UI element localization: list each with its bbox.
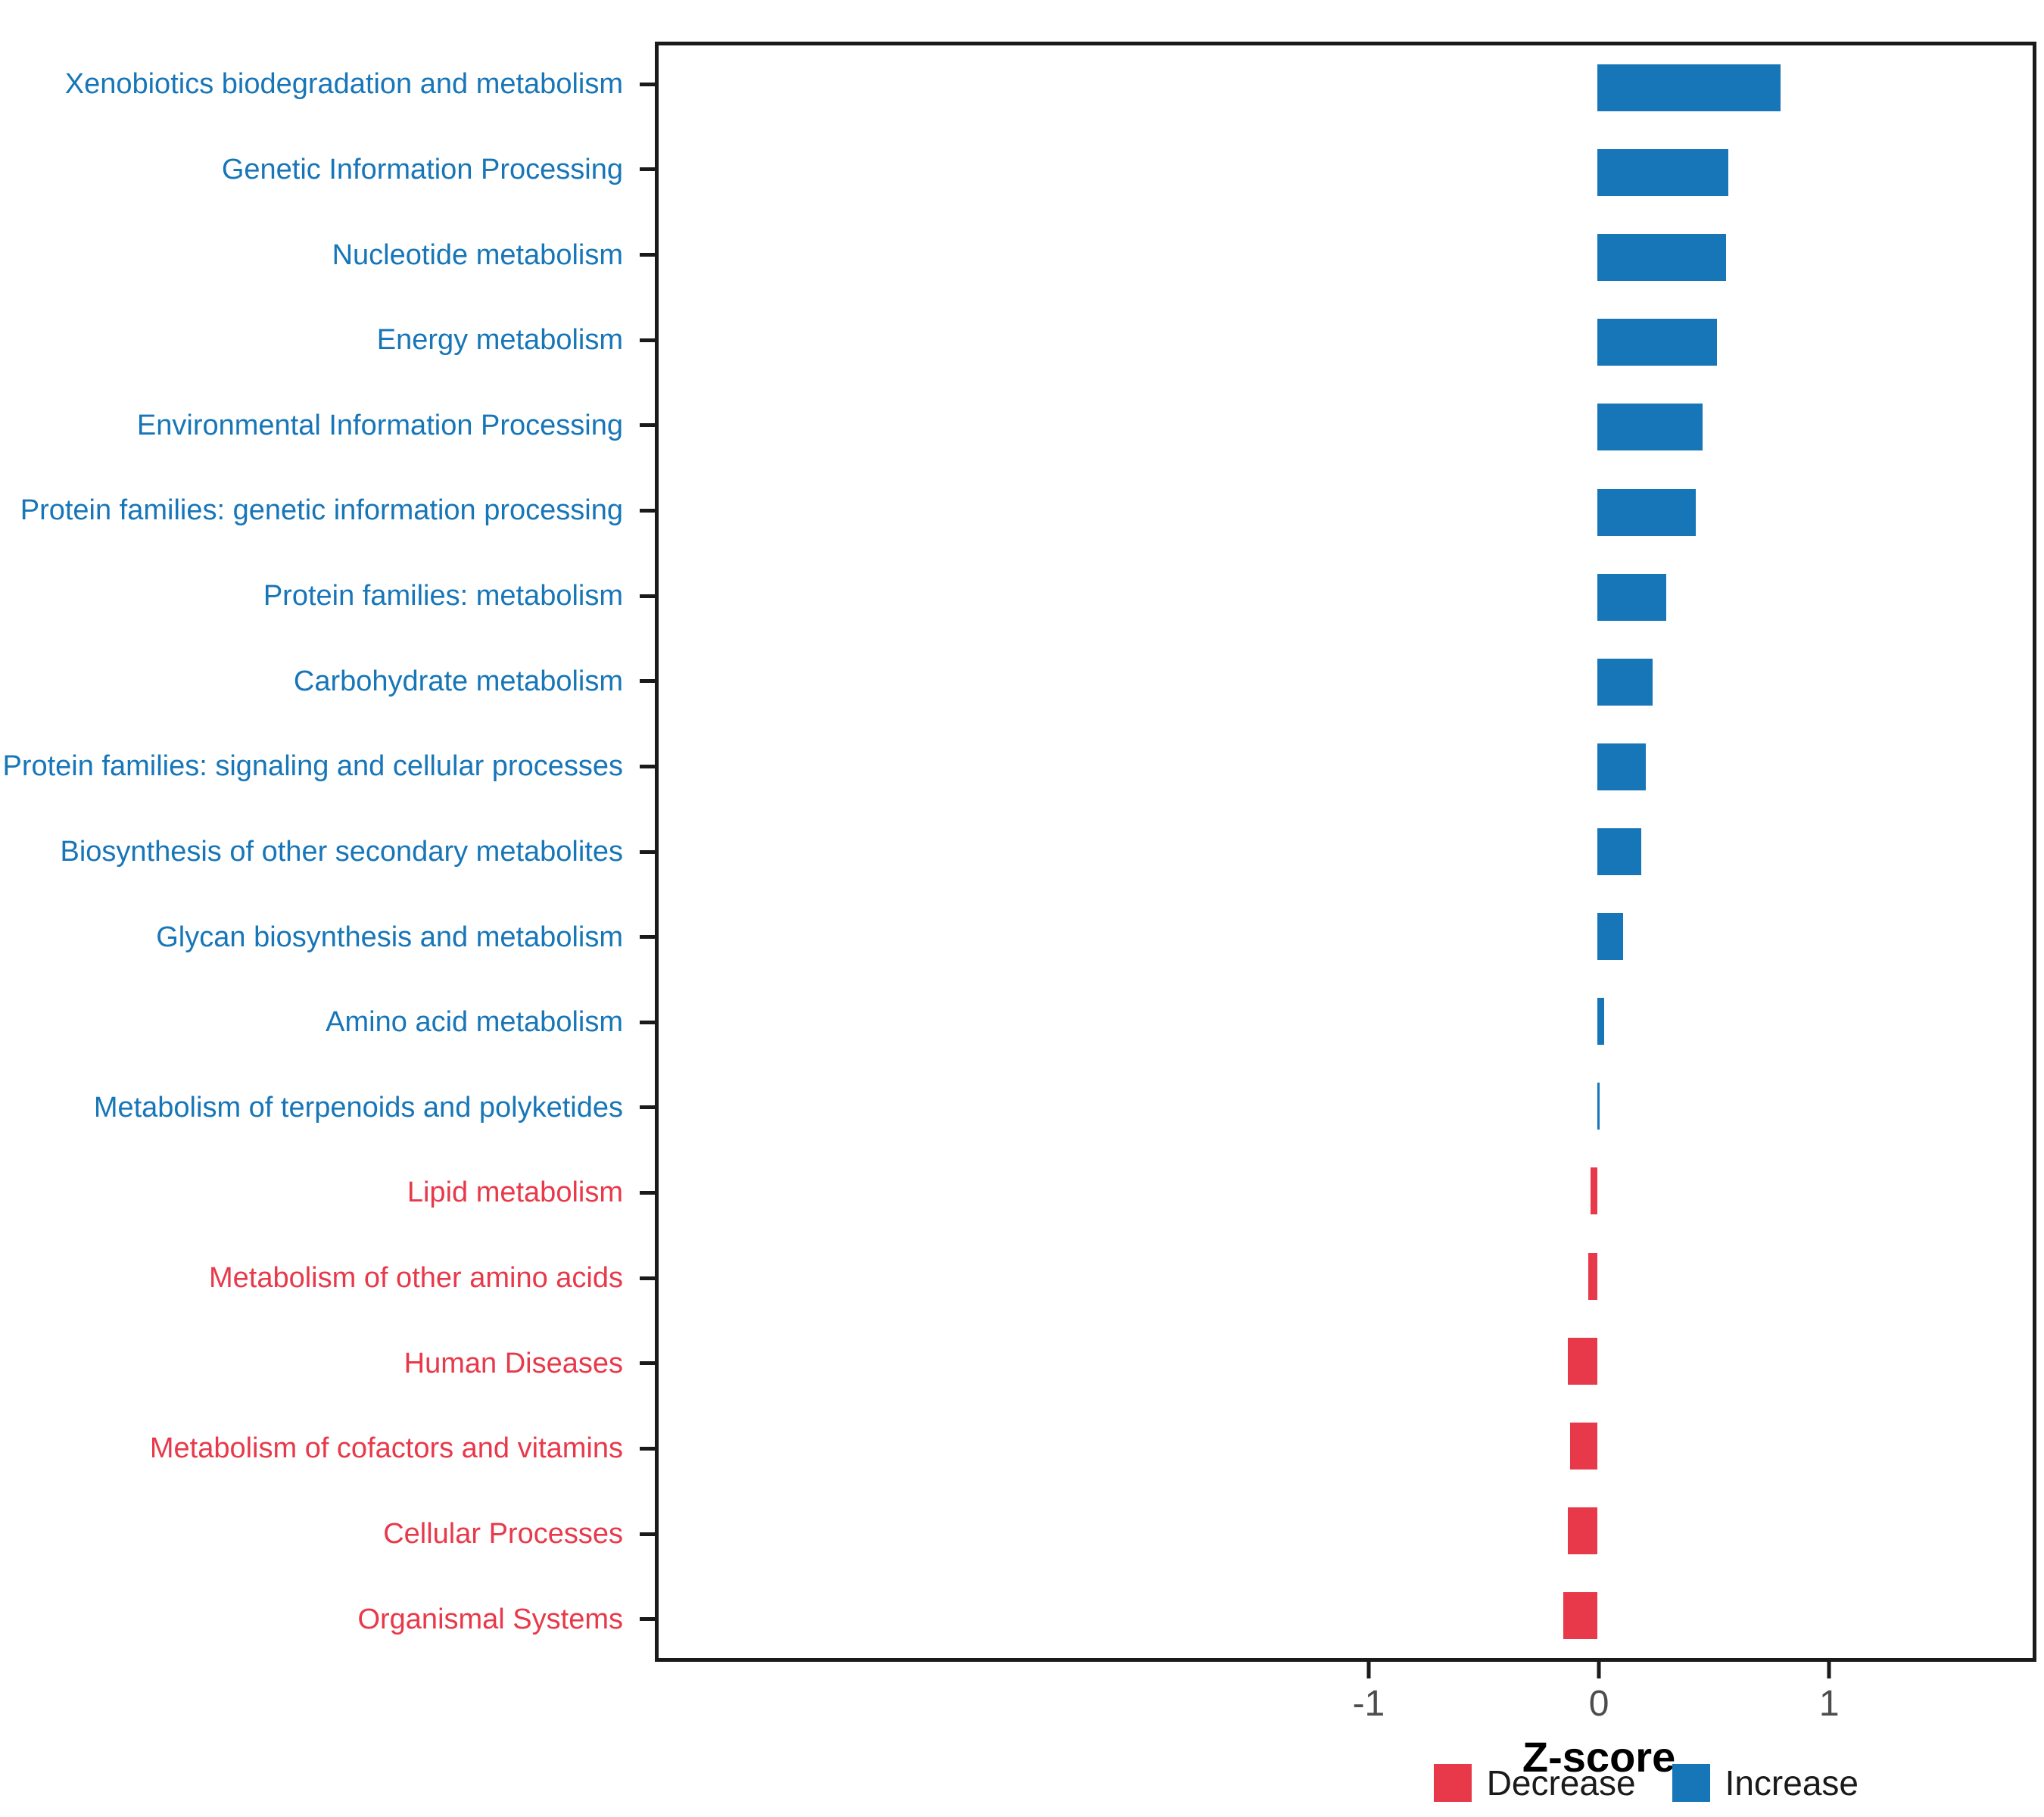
bar-increase xyxy=(1597,743,1646,790)
y-axis-tick xyxy=(640,1361,655,1366)
bar-increase xyxy=(1597,488,1697,536)
bar-increase xyxy=(1597,1083,1600,1130)
category-label: Protein families: genetic information pr… xyxy=(20,494,623,527)
category-label: Human Diseases xyxy=(404,1347,623,1379)
plot-panel xyxy=(655,42,2036,1662)
legend-label-decrease: Decrease xyxy=(1486,1763,1636,1803)
category-label: Xenobiotics biodegradation and metabolis… xyxy=(64,68,623,101)
bar-decrease xyxy=(1563,1591,1598,1639)
plot-area xyxy=(659,45,2033,1658)
category-label: Lipid metabolism xyxy=(407,1177,623,1209)
legend-item-decrease: Decrease xyxy=(1433,1763,1636,1803)
category-label: Biosynthesis of other secondary metaboli… xyxy=(60,835,623,868)
category-label: Carbohydrate metabolism xyxy=(293,665,623,697)
bar-decrease xyxy=(1567,1337,1598,1385)
y-axis-tick xyxy=(640,849,655,854)
bar-increase xyxy=(1597,404,1703,451)
bar-increase xyxy=(1597,149,1728,197)
bar-increase xyxy=(1597,998,1605,1046)
category-label: Genetic Information Processing xyxy=(221,153,623,185)
legend-label-increase: Increase xyxy=(1725,1763,1859,1803)
bar-decrease xyxy=(1567,1507,1598,1554)
bar-increase xyxy=(1597,319,1717,366)
y-axis-ticks xyxy=(640,42,655,1662)
y-axis-tick xyxy=(640,508,655,513)
x-axis-tick xyxy=(1597,1662,1601,1678)
category-label: Energy metabolism xyxy=(376,324,623,357)
y-axis-labels: Xenobiotics biodegradation and metabolis… xyxy=(0,42,640,1662)
y-axis-tick xyxy=(640,594,655,598)
bar-increase xyxy=(1597,64,1781,112)
bar-decrease xyxy=(1569,1422,1598,1469)
x-axis-tick-label: -1 xyxy=(1352,1684,1385,1724)
y-axis-tick xyxy=(640,1617,655,1622)
bar-increase xyxy=(1597,913,1623,961)
y-axis-tick xyxy=(640,764,655,768)
bar-increase xyxy=(1597,234,1726,282)
category-label: Protein families: metabolism xyxy=(263,580,623,612)
y-axis-tick xyxy=(640,167,655,172)
category-label: Metabolism of terpenoids and polyketides xyxy=(93,1091,623,1124)
x-axis-tick xyxy=(1827,1662,1831,1678)
category-label: Nucleotide metabolism xyxy=(332,238,623,271)
category-label: Amino acid metabolism xyxy=(326,1006,623,1039)
category-label: Organismal Systems xyxy=(357,1603,623,1635)
x-axis: Z-score -1 0 1 xyxy=(655,1662,2036,1794)
y-axis-tick xyxy=(640,1532,655,1536)
legend: Decrease Increase xyxy=(1433,1763,1859,1803)
y-axis-tick xyxy=(640,253,655,257)
category-label: Cellular Processes xyxy=(383,1517,623,1550)
category-label: Metabolism of other amino acids xyxy=(208,1262,623,1295)
y-axis-tick xyxy=(640,679,655,684)
bar-increase xyxy=(1597,573,1666,621)
x-axis-tick xyxy=(1366,1662,1371,1678)
legend-swatch-increase-icon xyxy=(1672,1764,1710,1802)
y-axis-tick xyxy=(640,935,655,940)
y-axis-tick xyxy=(640,338,655,342)
category-label: Metabolism of cofactors and vitamins xyxy=(149,1432,623,1465)
bar-increase xyxy=(1597,828,1641,875)
category-label: Environmental Information Processing xyxy=(136,409,623,441)
category-label: Protein families: signaling and cellular… xyxy=(2,750,623,783)
x-axis-tick-label: 0 xyxy=(1588,1684,1609,1724)
y-axis-tick xyxy=(640,82,655,86)
y-axis-tick xyxy=(640,1020,655,1024)
bar-decrease xyxy=(1591,1167,1598,1215)
category-label: Glycan biosynthesis and metabolism xyxy=(156,921,623,953)
legend-item-increase: Increase xyxy=(1672,1764,1859,1802)
x-axis-title: Z-score xyxy=(1522,1733,1676,1781)
y-axis-tick xyxy=(640,1276,655,1280)
y-axis-tick xyxy=(640,1446,655,1451)
legend-swatch-decrease-icon xyxy=(1433,1764,1472,1802)
y-axis-tick xyxy=(640,423,655,428)
bar-decrease xyxy=(1588,1252,1598,1300)
x-axis-tick-label: 1 xyxy=(1818,1684,1840,1724)
bar-increase xyxy=(1597,658,1653,706)
y-axis-tick xyxy=(640,1105,655,1110)
y-axis-tick xyxy=(640,1191,655,1195)
